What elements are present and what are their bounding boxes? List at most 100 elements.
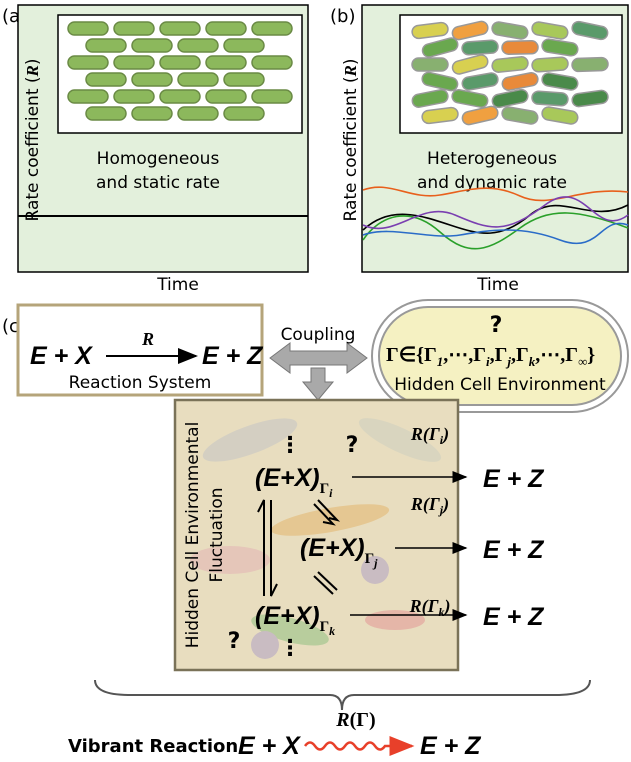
- cell: [491, 21, 529, 40]
- cell: [251, 89, 293, 104]
- caption: Heterogeneous: [427, 149, 557, 169]
- cell: [461, 105, 499, 126]
- set-text: ,Γ: [511, 344, 529, 366]
- dynamic-rate-curves: [362, 186, 629, 250]
- cell: [411, 21, 449, 40]
- subscript: j: [505, 354, 511, 369]
- cell: [531, 90, 569, 107]
- rate-text: ): [442, 596, 450, 617]
- caption: and static rate: [96, 173, 220, 193]
- cell: [159, 89, 201, 104]
- vibrant-arrow: [303, 736, 415, 756]
- cell: [67, 21, 109, 36]
- cell: [421, 106, 459, 125]
- set-text: ,⋯,Γ: [443, 344, 486, 366]
- reaction-box: [16, 303, 264, 397]
- subscript: k: [529, 354, 536, 369]
- cell: [251, 21, 293, 36]
- rate: R(Γk): [409, 596, 451, 619]
- rate-arg: (Γ): [350, 709, 376, 731]
- cell: [451, 89, 489, 108]
- cell: [541, 106, 579, 125]
- coupling-label: Coupling: [281, 325, 356, 345]
- cell: [159, 55, 201, 70]
- rate-text: R(Γ: [409, 596, 439, 617]
- cell: [177, 72, 219, 87]
- y-label-symbol: R: [341, 65, 360, 77]
- rate-text: R(Γ: [410, 424, 440, 445]
- y-label: Rate coefficient (R): [23, 58, 43, 221]
- cell: [541, 72, 579, 91]
- cell: [411, 89, 449, 108]
- caption: and dynamic rate: [417, 173, 567, 193]
- cell: [461, 72, 499, 91]
- cell: [531, 56, 569, 73]
- environment-set: Γ∈{Γ1,⋯,Γi,Γj,Γk,⋯,Γ∞}: [386, 344, 595, 369]
- coupling-arrow: [269, 342, 368, 374]
- environment: Γ: [320, 481, 330, 497]
- products: E + Z: [420, 732, 482, 760]
- cell: [85, 72, 127, 87]
- cell: [251, 55, 293, 70]
- equilibrium-arrows: [257, 499, 341, 597]
- environment: Γ: [365, 551, 375, 567]
- products: E + Z: [483, 603, 545, 631]
- complex-text: (E+X): [255, 602, 320, 630]
- cell: [67, 89, 109, 104]
- cell: [223, 38, 265, 53]
- set-text: }: [587, 344, 595, 366]
- rate-text: R(Γ: [410, 494, 440, 515]
- products: E + Z: [483, 465, 545, 493]
- caption: Fluctuation: [207, 487, 227, 582]
- cells: [67, 21, 293, 121]
- cell: [131, 106, 173, 121]
- set-text: ,Γ: [490, 344, 508, 366]
- x-label: Time: [156, 275, 199, 295]
- y-label-text: ): [23, 58, 43, 65]
- complex: (E+X)Γk: [255, 602, 335, 638]
- environment: Γ: [320, 619, 330, 635]
- cell: [411, 57, 449, 72]
- cell: [67, 55, 109, 70]
- rate-symbol: R: [335, 709, 349, 731]
- index: k: [329, 624, 335, 638]
- fluctuation-box: [173, 398, 460, 672]
- cell: [541, 38, 579, 57]
- y-label-text: ): [341, 58, 361, 65]
- cell: [113, 89, 155, 104]
- vibrant-rate: R(Γ): [335, 709, 375, 731]
- caption: Reaction System: [69, 373, 212, 393]
- rate-index: j: [438, 503, 444, 517]
- cell: [205, 89, 247, 104]
- y-label-text: Rate coefficient (: [23, 76, 43, 221]
- caption: Homogeneous: [97, 149, 220, 169]
- subscript: 1: [437, 354, 444, 369]
- question: ?: [490, 313, 503, 338]
- cell: [223, 106, 265, 121]
- cell: [571, 56, 609, 73]
- question: ?: [228, 629, 241, 654]
- index: j: [372, 556, 378, 570]
- rate: R(Γi): [410, 424, 449, 447]
- cell: [177, 38, 219, 53]
- cell: [113, 21, 155, 36]
- set-text: Γ∈{Γ: [386, 344, 437, 366]
- cell: [491, 88, 529, 109]
- reactants: E + X: [30, 342, 93, 370]
- y-label: Rate coefficient (R): [341, 58, 361, 221]
- caption: Hidden Cell Environmental: [183, 422, 203, 649]
- y-label-text: Rate coefficient (: [341, 76, 361, 221]
- rate: R(Γj): [410, 494, 449, 517]
- down-arrow: [301, 367, 335, 401]
- panel-label: (b): [330, 6, 355, 27]
- index: i: [329, 486, 333, 500]
- cell: [571, 20, 609, 41]
- y-label-symbol: R: [23, 65, 42, 77]
- cell: [113, 55, 155, 70]
- subscript: ∞: [578, 354, 587, 369]
- caption: Hidden Cell Environment: [394, 375, 606, 395]
- rate-index: i: [440, 433, 444, 447]
- cell: [421, 71, 459, 92]
- cell: [131, 72, 173, 87]
